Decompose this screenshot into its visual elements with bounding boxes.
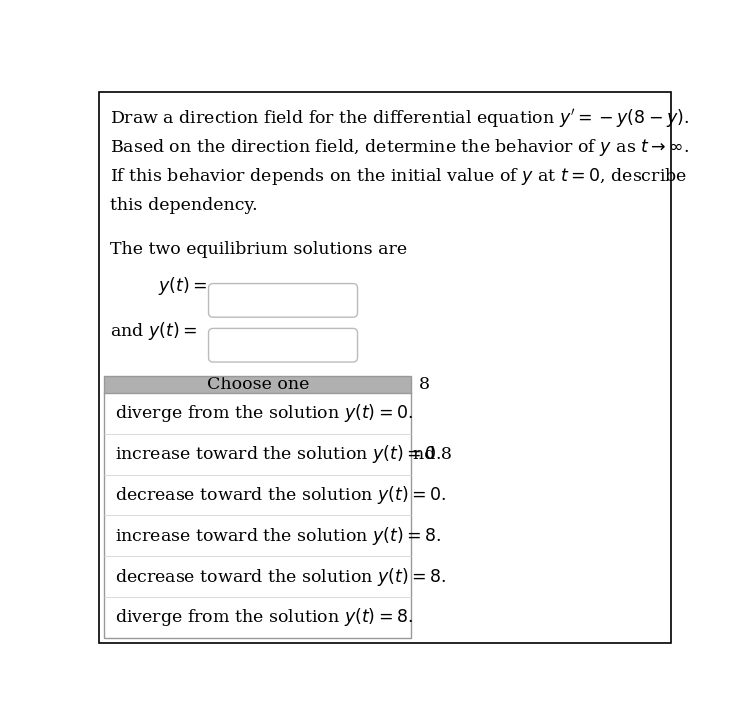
FancyBboxPatch shape [209, 284, 357, 317]
Text: decrease toward the solution $y(t) = 0$.: decrease toward the solution $y(t) = 0$. [115, 484, 446, 506]
Text: Draw a direction field for the differential equation $y^{\prime} = -y(8 - y)$.: Draw a direction field for the different… [110, 107, 689, 130]
Text: 8: 8 [418, 376, 430, 393]
Text: decrease toward the solution $y(t) = 8$.: decrease toward the solution $y(t) = 8$. [115, 566, 446, 587]
Text: Based on the direction field, determine the behavior of $y$ as $t \rightarrow \i: Based on the direction field, determine … [110, 137, 689, 158]
Text: If this behavior depends on the initial value of $y$ at $t = 0$, describe: If this behavior depends on the initial … [110, 166, 687, 187]
Text: this dependency.: this dependency. [110, 197, 258, 214]
Text: and $y(t) =$: and $y(t) =$ [110, 320, 198, 342]
Bar [104, 376, 411, 393]
Bar [104, 393, 411, 638]
Text: increase toward the solution $y(t) = 8$.: increase toward the solution $y(t) = 8$. [115, 525, 442, 547]
Text: Choose one: Choose one [207, 376, 309, 393]
Text: diverge from the solution $y(t) = 0$.: diverge from the solution $y(t) = 0$. [115, 403, 413, 424]
Text: nd 8: nd 8 [413, 446, 451, 463]
Text: increase toward the solution $y(t) = 0$.: increase toward the solution $y(t) = 0$. [115, 443, 442, 465]
Text: diverge from the solution $y(t) = 8$.: diverge from the solution $y(t) = 8$. [115, 606, 413, 628]
Text: The two equilibrium solutions are: The two equilibrium solutions are [110, 242, 407, 258]
Bar [104, 376, 411, 638]
Text: $y(t) =$: $y(t) =$ [158, 275, 207, 297]
FancyBboxPatch shape [209, 328, 357, 362]
